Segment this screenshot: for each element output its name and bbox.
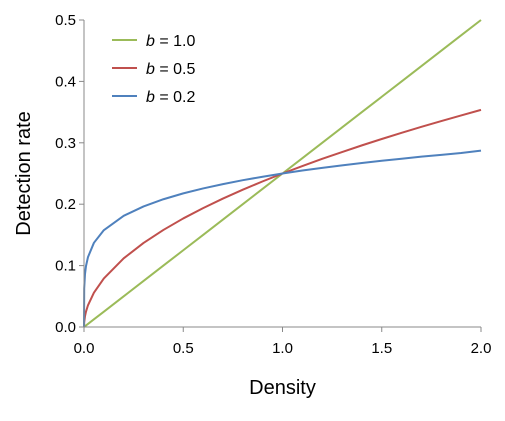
legend-value: = 0.2 — [155, 89, 196, 106]
ticks-layer: 0.0 0.1 0.2 0.3 0.4 0.5 0.0 0.5 1.0 1.5 2.0 — [55, 12, 491, 357]
x-tick-label: 2.0 — [471, 340, 492, 357]
legend-label: b = 0.2 — [146, 89, 195, 106]
legend-value: = 0.5 — [155, 61, 196, 78]
y-tick-label: 0.5 — [55, 12, 76, 29]
legend-variable: b — [146, 33, 155, 50]
y-tick-label: 0.4 — [55, 73, 76, 90]
series-line-3 — [83, 149, 482, 328]
y-tick-label: 0.2 — [55, 196, 76, 213]
x-tick-label: 0.5 — [173, 340, 194, 357]
x-axis-title: Density — [249, 377, 316, 399]
legend: b = 1.0b = 0.5b = 0.2 — [112, 33, 195, 106]
x-tick-label: 0.0 — [74, 340, 95, 357]
y-axis-title: Detection rate — [13, 111, 35, 236]
legend-variable: b — [146, 61, 155, 78]
y-tick-label: 0.3 — [55, 135, 76, 152]
series-layer — [83, 19, 482, 328]
x-tick-label: 1.0 — [272, 340, 293, 357]
y-tick-label: 0.1 — [55, 258, 76, 275]
series-line-2 — [83, 108, 482, 328]
y-tick-label: 0.0 — [55, 319, 76, 336]
legend-label: b = 0.5 — [146, 61, 195, 78]
legend-label: b = 1.0 — [146, 33, 195, 50]
x-tick-label: 1.5 — [371, 340, 392, 357]
legend-value: = 1.0 — [155, 33, 196, 50]
legend-variable: b — [146, 89, 155, 106]
series-line-1 — [83, 19, 482, 328]
